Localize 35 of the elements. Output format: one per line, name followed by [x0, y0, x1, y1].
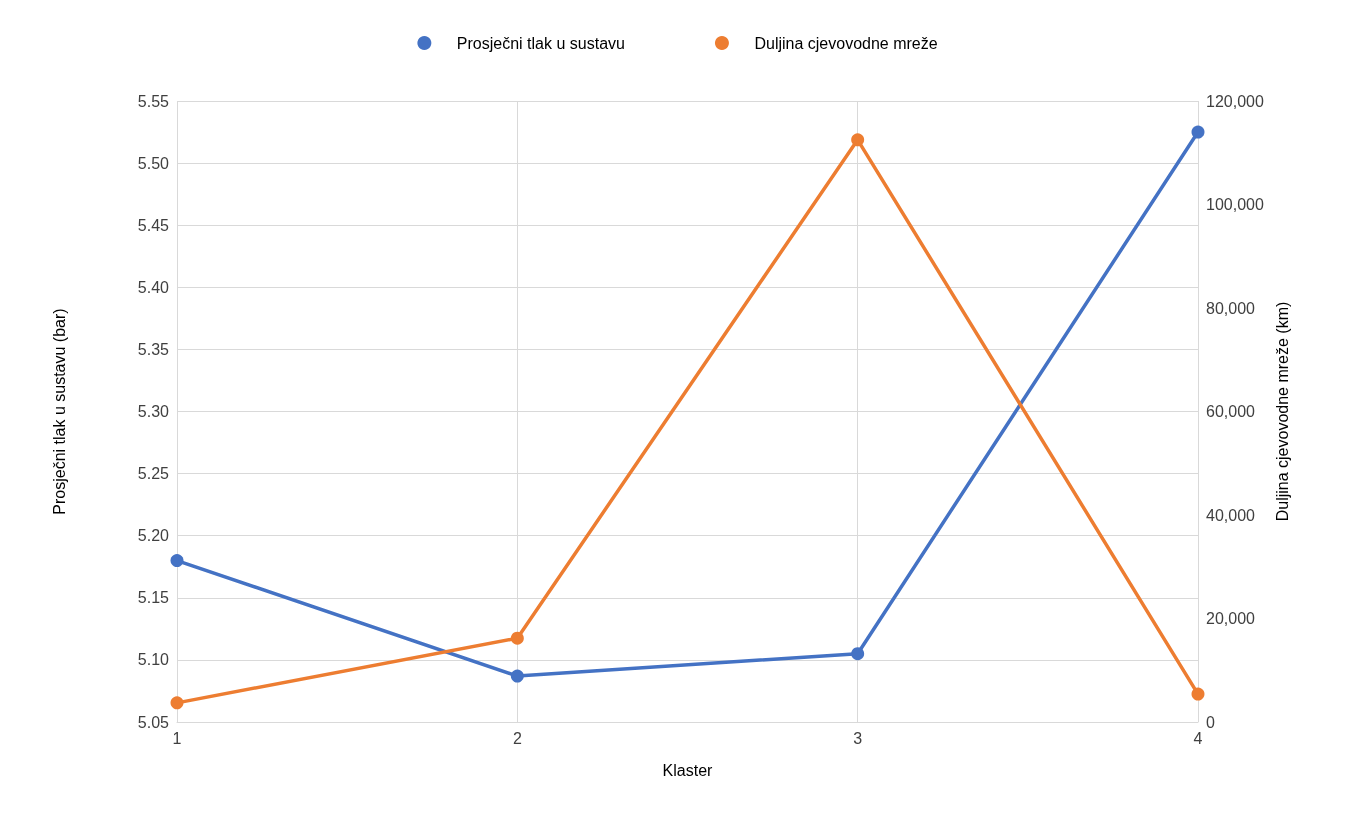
y-tick-label: 5.35	[137, 340, 170, 358]
x-axis-title: Klaster	[662, 761, 714, 779]
y-tick-label: 5.25	[137, 465, 170, 483]
y-tick-label: 5.30	[137, 403, 170, 420]
y2-tick-label: 20,000	[1206, 610, 1256, 627]
point	[851, 133, 865, 147]
y-tick-label: 5.15	[137, 589, 170, 607]
x-tick-label: 4	[1193, 729, 1203, 747]
x-tick-label: 3	[853, 729, 863, 747]
y-tick-label: 5.05	[137, 713, 170, 731]
point	[851, 647, 865, 661]
y-axis-title: Prosječni tlak u sustavu (bar)	[50, 308, 68, 515]
legend-label: Prosječni tlak u sustavu	[456, 34, 625, 52]
point	[510, 631, 524, 645]
point	[170, 554, 184, 568]
y-tick-label: 5.45	[137, 216, 170, 234]
y2-tick-label: 0	[1206, 713, 1215, 731]
y2-tick-label: 120,000	[1206, 92, 1264, 110]
point	[170, 696, 184, 710]
y2-tick-label: 40,000	[1206, 506, 1256, 524]
y2-tick-label: 80,000	[1206, 299, 1256, 317]
y-tick-label: 5.20	[137, 527, 170, 545]
y2-axis-title: Duljina cjevovodne mreže (km)	[1274, 301, 1292, 522]
y-tick-label: 5.55	[137, 92, 170, 110]
y2-tick-label: 60,000	[1206, 403, 1256, 420]
y-tick-label: 5.40	[137, 278, 170, 296]
y2-tick-label: 100,000	[1206, 196, 1264, 213]
point	[1191, 125, 1205, 139]
point	[510, 669, 524, 683]
x-tick-label: 2	[512, 729, 522, 747]
point	[1191, 687, 1205, 701]
y-tick-label: 5.50	[137, 154, 170, 172]
y-tick-label: 5.10	[137, 651, 170, 669]
x-tick-label: 1	[172, 729, 182, 747]
legend-label: Duljina cjevovodne mreže	[754, 34, 938, 52]
